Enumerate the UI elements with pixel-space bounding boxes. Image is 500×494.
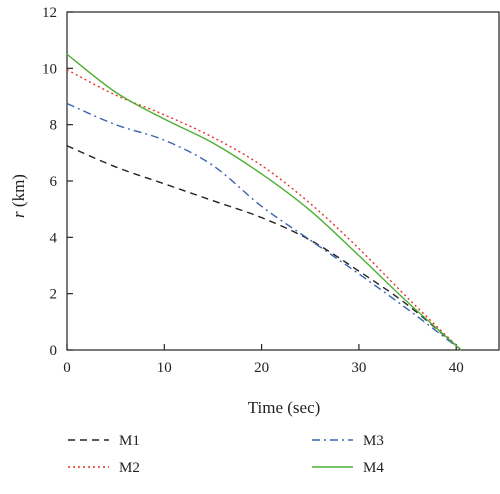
y-tick-label-0: 0	[50, 343, 58, 359]
series-lines	[66, 53, 462, 351]
y-axis-label-var: r	[9, 211, 28, 218]
y-tick-label-3: 6	[50, 174, 58, 190]
y-tick-label-2: 4	[50, 230, 58, 246]
plot-frame	[66, 11, 500, 351]
y-tick-label-4: 8	[50, 118, 58, 134]
x-axis-label: Time (sec)	[248, 398, 321, 417]
legend: M1 M2 M3 M4	[68, 433, 384, 476]
legend-label-m1: M1	[119, 433, 140, 449]
series-line-m3	[66, 102, 462, 351]
y-tick-label-5: 10	[42, 61, 57, 77]
x-tick-label-0: 0	[63, 360, 71, 376]
series-line-m1	[66, 145, 462, 351]
x-tick-label-4: 40	[449, 360, 464, 376]
legend-label-m2: M2	[119, 460, 140, 476]
axis-ticks: 0 10 20 30 40 0 2 4 6 8 10 12	[42, 5, 464, 376]
series-line-m2	[66, 69, 462, 351]
plot-border	[66, 11, 500, 351]
x-tick-label-1: 10	[157, 360, 172, 376]
series-line-m4	[66, 53, 462, 351]
legend-label-m3: M3	[363, 433, 384, 449]
y-axis-label-unit: (km)	[9, 174, 28, 211]
legend-label-m4: M4	[363, 460, 384, 476]
x-tick-label-2: 20	[254, 360, 269, 376]
x-tick-label-3: 30	[351, 360, 366, 376]
y-tick-label-6: 12	[42, 5, 57, 21]
y-tick-label-1: 2	[50, 287, 58, 303]
y-axis-label: r (km)	[9, 174, 28, 218]
